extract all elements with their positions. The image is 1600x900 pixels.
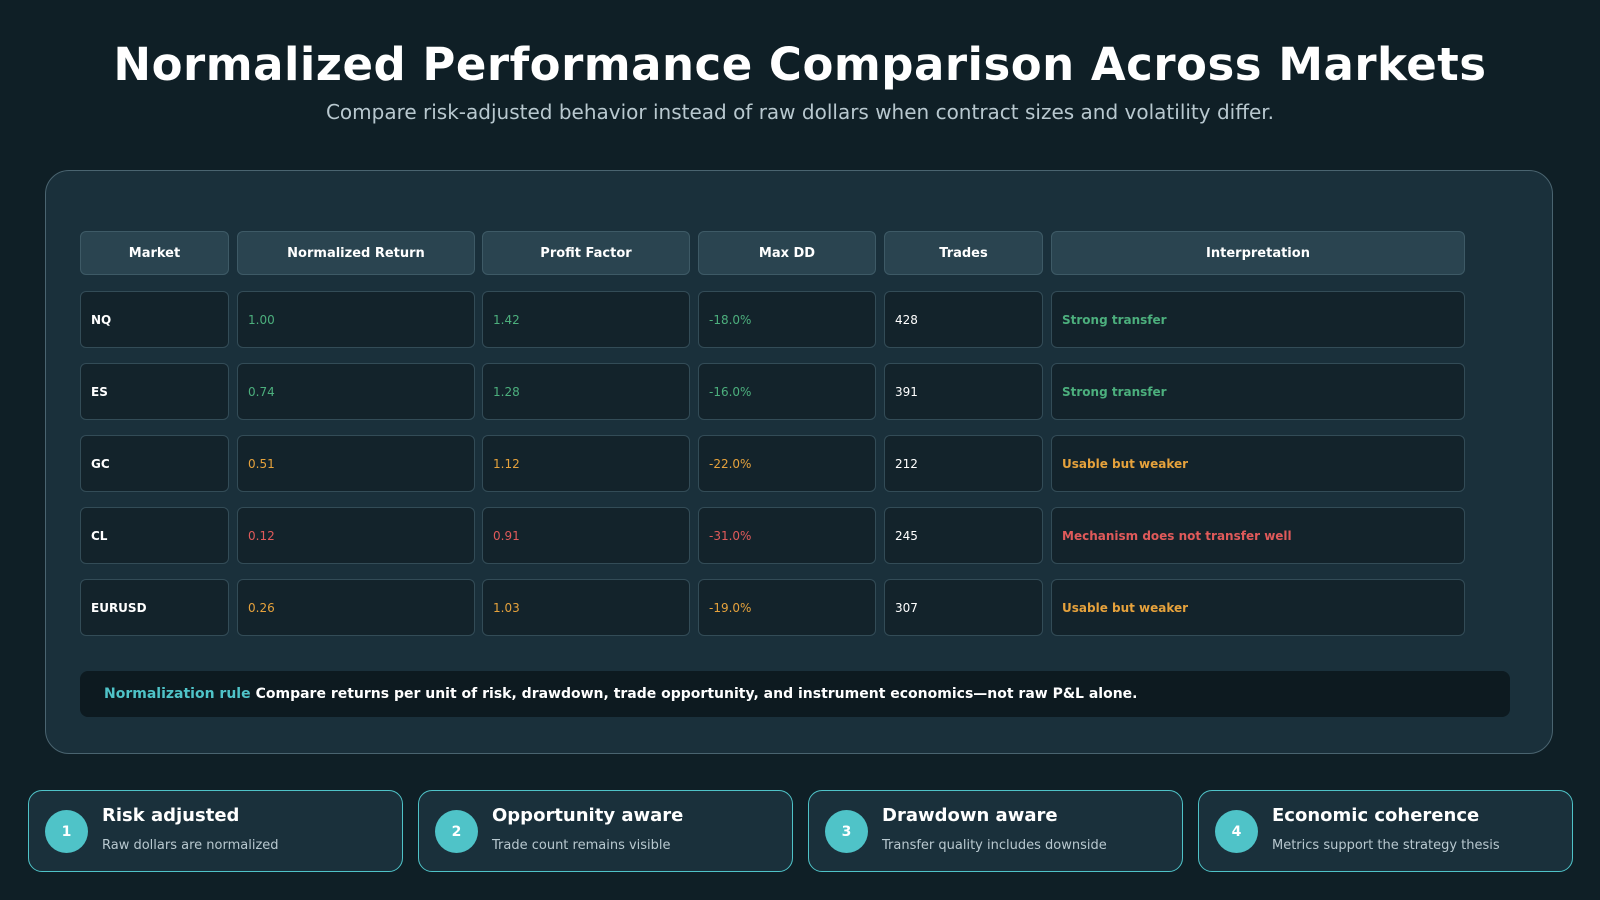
- card-number-badge: 1: [45, 810, 88, 853]
- cell-trades: 307: [884, 579, 1043, 636]
- column-header-market: Market: [80, 231, 229, 275]
- cell-normalized-return: 0.12: [237, 507, 475, 564]
- cell-max-dd: -19.0%: [698, 579, 876, 636]
- cell-max-dd: -31.0%: [698, 507, 876, 564]
- normalization-rule: Normalization rule Compare returns per u…: [80, 671, 1510, 717]
- card-title: Risk adjusted: [102, 805, 240, 826]
- column-header-interpretation: Interpretation: [1051, 231, 1465, 275]
- cell-max-dd: -18.0%: [698, 291, 876, 348]
- card-description: Transfer quality includes downside: [882, 838, 1107, 853]
- card-title: Economic coherence: [1272, 805, 1480, 826]
- cell-interpretation: Usable but weaker: [1051, 579, 1465, 636]
- cell-normalized-return: 1.00: [237, 291, 475, 348]
- cell-interpretation: Strong transfer: [1051, 291, 1465, 348]
- card-number-badge: 2: [435, 810, 478, 853]
- card-number-badge: 4: [1215, 810, 1258, 853]
- principle-card-drawdown-aware: 3 Drawdown aware Transfer quality includ…: [808, 790, 1183, 872]
- cell-profit-factor: 1.28: [482, 363, 690, 420]
- cell-trades: 428: [884, 291, 1043, 348]
- cell-market: ES: [80, 363, 229, 420]
- cell-interpretation: Usable but weaker: [1051, 435, 1465, 492]
- cell-market: CL: [80, 507, 229, 564]
- principle-card-opportunity-aware: 2 Opportunity aware Trade count remains …: [418, 790, 793, 872]
- page-title: Normalized Performance Comparison Across…: [113, 38, 1487, 91]
- column-header-normalized-return: Normalized Return: [237, 231, 475, 275]
- card-number-badge: 3: [825, 810, 868, 853]
- comparison-panel: Market Normalized Return Profit Factor M…: [45, 170, 1553, 754]
- cell-market: EURUSD: [80, 579, 229, 636]
- page-subtitle: Compare risk-adjusted behavior instead o…: [325, 100, 1275, 124]
- card-description: Trade count remains visible: [492, 838, 671, 853]
- card-title: Drawdown aware: [882, 805, 1058, 826]
- cell-profit-factor: 1.03: [482, 579, 690, 636]
- card-description: Metrics support the strategy thesis: [1272, 838, 1500, 853]
- cell-market: NQ: [80, 291, 229, 348]
- cell-profit-factor: 1.42: [482, 291, 690, 348]
- cell-normalized-return: 0.74: [237, 363, 475, 420]
- column-header-profit-factor: Profit Factor: [482, 231, 690, 275]
- cell-trades: 391: [884, 363, 1043, 420]
- principle-card-risk-adjusted: 1 Risk adjusted Raw dollars are normaliz…: [28, 790, 403, 872]
- cell-max-dd: -22.0%: [698, 435, 876, 492]
- cell-normalized-return: 0.26: [237, 579, 475, 636]
- column-header-max-dd: Max DD: [698, 231, 876, 275]
- card-title: Opportunity aware: [492, 805, 684, 826]
- cell-normalized-return: 0.51: [237, 435, 475, 492]
- cell-trades: 212: [884, 435, 1043, 492]
- normalization-rule-label: Normalization rule: [104, 686, 251, 702]
- normalization-rule-text: Compare returns per unit of risk, drawdo…: [255, 686, 1138, 702]
- cell-interpretation: Strong transfer: [1051, 363, 1465, 420]
- column-header-trades: Trades: [884, 231, 1043, 275]
- cell-market: GC: [80, 435, 229, 492]
- cell-profit-factor: 1.12: [482, 435, 690, 492]
- cell-trades: 245: [884, 507, 1043, 564]
- principle-card-economic-coherence: 4 Economic coherence Metrics support the…: [1198, 790, 1573, 872]
- card-description: Raw dollars are normalized: [102, 838, 279, 853]
- cell-profit-factor: 0.91: [482, 507, 690, 564]
- cell-max-dd: -16.0%: [698, 363, 876, 420]
- cell-interpretation: Mechanism does not transfer well: [1051, 507, 1465, 564]
